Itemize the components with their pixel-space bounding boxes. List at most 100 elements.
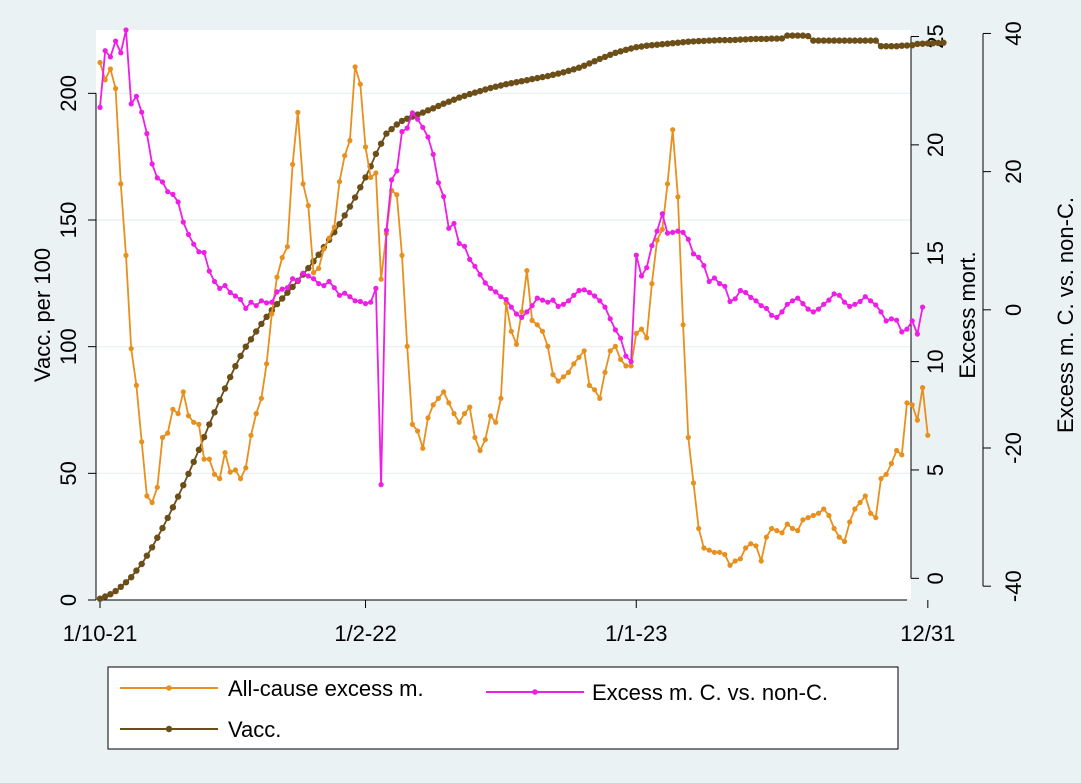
data-point <box>847 519 853 525</box>
data-point <box>550 372 556 378</box>
data-point <box>476 87 484 95</box>
data-point <box>847 303 853 309</box>
data-point <box>227 469 233 475</box>
data-point <box>596 55 603 63</box>
data-point <box>508 80 515 87</box>
data-point <box>107 54 113 60</box>
data-point <box>592 387 598 393</box>
data-point <box>347 294 353 300</box>
data-point <box>586 289 593 296</box>
data-point <box>867 37 874 44</box>
data-point <box>373 285 379 291</box>
data-point <box>451 411 457 417</box>
data-point <box>784 301 790 307</box>
data-point <box>279 295 286 302</box>
data-point <box>795 528 801 534</box>
data-point <box>545 299 551 305</box>
data-point <box>830 37 838 44</box>
data-point <box>903 42 911 49</box>
data-point <box>389 177 395 183</box>
data-point <box>133 93 139 99</box>
right1-axis-label: Excess mort. <box>955 251 980 378</box>
data-point <box>180 389 186 395</box>
data-point <box>165 430 171 436</box>
data-point <box>498 395 504 401</box>
data-point <box>810 309 816 315</box>
data-point <box>107 66 113 72</box>
data-point <box>743 545 749 551</box>
data-point <box>487 285 494 291</box>
data-point <box>498 294 504 300</box>
data-point <box>248 299 254 305</box>
data-point <box>607 316 613 322</box>
data-point <box>555 303 561 309</box>
data-point <box>144 493 150 499</box>
data-point <box>769 525 775 532</box>
right2-tick-label: -40 <box>1001 570 1026 602</box>
data-point <box>445 98 452 105</box>
data-point <box>534 74 541 82</box>
data-point <box>732 558 738 564</box>
right2-tick-label: -20 <box>1001 432 1026 464</box>
data-point <box>122 579 130 586</box>
data-point <box>638 326 645 332</box>
data-point <box>566 369 572 375</box>
data-point <box>238 476 244 482</box>
data-point <box>112 587 119 595</box>
data-point <box>128 101 134 107</box>
data-point <box>477 447 483 454</box>
data-point <box>763 35 770 43</box>
series-1 <box>97 27 926 488</box>
data-point <box>159 524 166 532</box>
data-point <box>717 549 723 555</box>
data-point <box>139 439 145 445</box>
data-point <box>368 174 374 180</box>
data-point <box>753 298 759 304</box>
data-point <box>217 476 223 482</box>
data-point <box>675 194 681 200</box>
data-point <box>113 38 119 44</box>
data-point <box>826 512 832 519</box>
data-point <box>752 35 760 43</box>
data-point <box>425 134 431 140</box>
legend-item-all-cause: All-cause excess m. <box>120 676 424 701</box>
data-point <box>597 395 603 401</box>
data-point <box>372 150 380 158</box>
data-point <box>326 278 332 285</box>
data-point <box>815 37 822 44</box>
data-point <box>769 312 775 318</box>
data-point <box>409 421 415 427</box>
data-point <box>779 309 785 315</box>
data-point <box>644 265 650 271</box>
data-point <box>831 291 837 297</box>
data-point <box>862 493 868 499</box>
data-point <box>549 71 557 79</box>
data-point <box>435 180 441 186</box>
data-point <box>352 64 358 70</box>
data-point <box>201 456 207 462</box>
data-point <box>300 181 306 187</box>
data-point <box>534 295 540 301</box>
data-point <box>170 406 176 412</box>
data-point <box>467 256 473 262</box>
data-point <box>768 35 775 42</box>
data-point <box>211 278 218 285</box>
data-point <box>825 37 833 44</box>
data-point <box>154 534 161 541</box>
data-point <box>398 117 406 125</box>
data-point <box>159 434 166 441</box>
data-point <box>336 220 343 228</box>
data-point <box>571 292 577 298</box>
data-point <box>508 328 514 334</box>
data-point <box>826 297 832 303</box>
data-point <box>805 306 811 312</box>
data-point <box>654 228 660 234</box>
data-point <box>175 199 181 205</box>
data-point <box>670 127 676 133</box>
data-point <box>321 246 327 252</box>
data-point <box>799 32 807 39</box>
legend-label-vacc: Vacc. <box>228 717 281 742</box>
data-point <box>180 482 187 489</box>
data-point <box>633 330 639 336</box>
